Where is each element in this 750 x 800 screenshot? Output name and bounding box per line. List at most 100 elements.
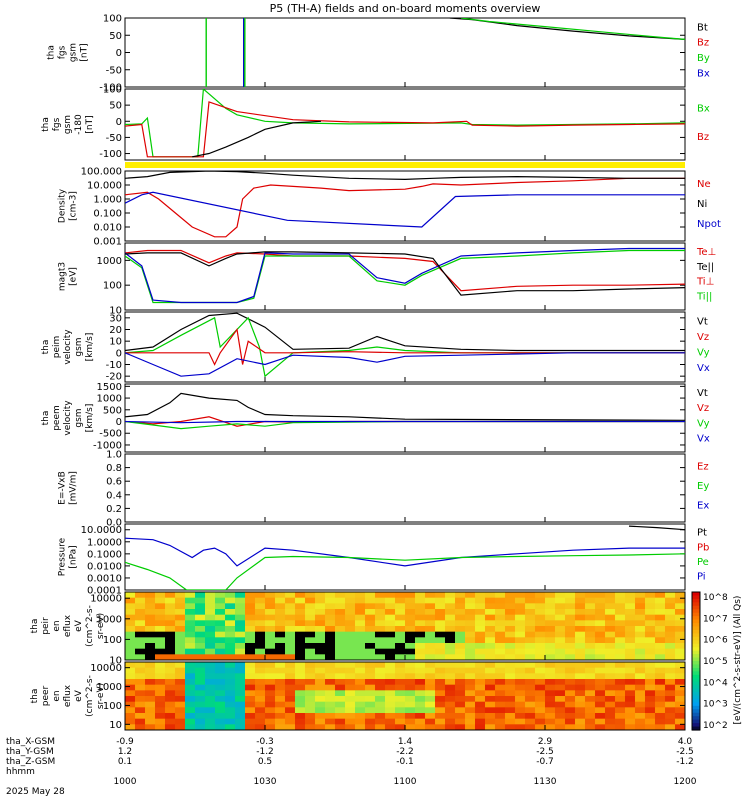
- heatmap-cell: [555, 684, 566, 691]
- heatmap-cell: [385, 724, 396, 731]
- heatmap-cell: [185, 713, 196, 720]
- heatmap-cell: [615, 637, 626, 644]
- heatmap-cell: [305, 696, 316, 703]
- heatmap-cell: [125, 614, 136, 621]
- heatmap-cell: [385, 713, 396, 720]
- heatmap-cell: [475, 643, 486, 650]
- heatmap-cell: [125, 654, 136, 661]
- heatmap-cell: [605, 648, 616, 655]
- colorbar-swatch: [692, 692, 700, 697]
- heatmap-cell: [635, 620, 646, 627]
- heatmap-cell: [385, 609, 396, 616]
- heatmap-cell: [285, 662, 296, 669]
- heatmap-cell: [205, 643, 216, 650]
- heatmap-cell: [245, 597, 256, 604]
- heatmap-cell: [235, 673, 246, 680]
- heatmap-cell: [615, 718, 626, 725]
- heatmap-cell: [245, 592, 256, 599]
- colorbar-swatch: [692, 640, 700, 645]
- heatmap-cell: [455, 673, 466, 680]
- heatmap-cell: [355, 643, 366, 650]
- heatmap-cell: [645, 592, 656, 599]
- heatmap-cell: [615, 701, 626, 708]
- heatmap-cell: [555, 637, 566, 644]
- y-tick-label: 0.100: [93, 209, 122, 220]
- legend-entry: Pt: [697, 528, 707, 539]
- heatmap-cell: [675, 592, 686, 599]
- heatmap-cell: [375, 724, 386, 731]
- heatmap-cell: [655, 637, 666, 644]
- position-value: -2.5: [676, 747, 694, 757]
- heatmap-cell: [425, 597, 436, 604]
- heatmap-cell: [315, 603, 326, 610]
- heatmap-cell: [565, 684, 576, 691]
- heatmap-cell: [605, 654, 616, 661]
- heatmap-cell: [485, 654, 496, 661]
- heatmap-cell: [615, 713, 626, 720]
- heatmap-cell: [585, 637, 596, 644]
- heatmap-cell: [375, 643, 386, 650]
- heatmap-cell: [625, 701, 636, 708]
- heatmap-cell: [365, 662, 376, 669]
- heatmap-cell: [645, 637, 656, 644]
- heatmap-cell: [255, 609, 266, 616]
- heatmap-cell: [195, 707, 206, 714]
- heatmap-cell: [605, 626, 616, 633]
- y-axis-label: [nT]: [80, 43, 90, 61]
- heatmap-cell: [125, 696, 136, 703]
- heatmap-cell: [485, 673, 496, 680]
- heatmap-cell: [465, 713, 476, 720]
- heatmap-cell: [675, 701, 686, 708]
- heatmap-cell: [425, 614, 436, 621]
- heatmap-cell: [525, 592, 536, 599]
- heatmap-cell: [675, 696, 686, 703]
- heatmap-cell: [565, 707, 576, 714]
- heatmap-cell: [415, 667, 426, 674]
- heatmap-cell: [405, 620, 416, 627]
- heatmap-cell: [615, 662, 626, 669]
- heatmap-cell: [145, 718, 156, 725]
- heatmap-cell: [285, 724, 296, 731]
- heatmap-cell: [285, 654, 296, 661]
- legend-entry: Vt: [697, 316, 708, 327]
- heatmap-cell: [225, 718, 236, 725]
- legend-entry: Ni: [697, 199, 707, 210]
- heatmap-cell: [495, 597, 506, 604]
- heatmap-cell: [275, 701, 286, 708]
- heatmap-cell: [345, 597, 356, 604]
- colorbar-tick-label: 10^7: [703, 614, 728, 624]
- heatmap-cell: [355, 614, 366, 621]
- heatmap-cell: [245, 701, 256, 708]
- heatmap-cell: [215, 648, 226, 655]
- heatmap-cell: [165, 648, 176, 655]
- heatmap-cell: [615, 620, 626, 627]
- heatmap-cell: [545, 690, 556, 697]
- heatmap-cell: [585, 673, 596, 680]
- heatmap-cell: [185, 603, 196, 610]
- heatmap-cell: [575, 679, 586, 686]
- heatmap-cell: [475, 626, 486, 633]
- heatmap-cell: [155, 673, 166, 680]
- heatmap-cell: [515, 662, 526, 669]
- heatmap-cell: [135, 707, 146, 714]
- y-axis-label: (cm^2-s-: [85, 675, 95, 717]
- heatmap-cell: [155, 707, 166, 714]
- heatmap-cell: [625, 667, 636, 674]
- heatmap-cell: [245, 707, 256, 714]
- heatmap-cell: [305, 592, 316, 599]
- heatmap-cell: [145, 696, 156, 703]
- legend-entry: Bz: [697, 38, 709, 49]
- heatmap-cell: [245, 667, 256, 674]
- series-line-Vz: [125, 327, 685, 366]
- heatmap-cell: [565, 643, 576, 650]
- series-line-Vx: [125, 352, 685, 377]
- heatmap-cell: [605, 631, 616, 638]
- heatmap-cell: [415, 718, 426, 725]
- heatmap-cell: [465, 679, 476, 686]
- heatmap-cell: [205, 713, 216, 720]
- heatmap-cell: [615, 592, 626, 599]
- heatmap-cell: [585, 684, 596, 691]
- heatmap-cell: [465, 626, 476, 633]
